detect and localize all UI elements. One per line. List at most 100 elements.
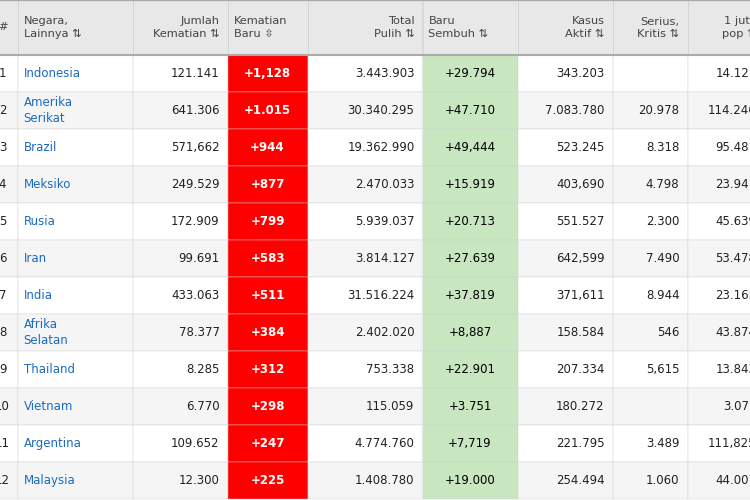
Bar — [308, 240, 422, 277]
Bar — [518, 351, 613, 388]
Text: +799: +799 — [251, 215, 285, 228]
Bar — [613, 425, 688, 462]
Bar — [518, 166, 613, 203]
Bar — [308, 425, 422, 462]
Bar — [422, 240, 518, 277]
Text: 12.300: 12.300 — [178, 474, 220, 487]
Bar — [518, 0, 613, 55]
Bar — [17, 314, 133, 351]
Bar — [518, 55, 613, 92]
Text: 343.203: 343.203 — [556, 67, 604, 80]
Bar — [613, 166, 688, 203]
Text: 95.481: 95.481 — [716, 141, 750, 154]
Text: +7,719: +7,719 — [448, 437, 492, 450]
Text: 546: 546 — [657, 326, 680, 339]
Bar — [518, 240, 613, 277]
Text: 551.527: 551.527 — [556, 215, 604, 228]
Text: 249.529: 249.529 — [171, 178, 220, 191]
Text: +3.751: +3.751 — [448, 400, 492, 413]
Bar — [422, 388, 518, 425]
Bar — [422, 129, 518, 166]
Bar — [308, 277, 422, 314]
Bar — [133, 462, 227, 499]
Bar — [308, 55, 422, 92]
Bar — [613, 462, 688, 499]
Bar — [308, 0, 422, 55]
Text: +22.901: +22.901 — [445, 363, 496, 376]
Bar — [227, 388, 308, 425]
Bar — [133, 55, 227, 92]
Text: India: India — [23, 289, 52, 302]
Bar — [422, 203, 518, 240]
Text: 7: 7 — [0, 289, 6, 302]
Bar — [0, 0, 17, 55]
Bar — [133, 425, 227, 462]
Text: 8.318: 8.318 — [646, 141, 680, 154]
Bar — [0, 351, 17, 388]
Text: 45.639: 45.639 — [716, 215, 750, 228]
Text: 2.300: 2.300 — [646, 215, 680, 228]
Text: +37.819: +37.819 — [445, 289, 496, 302]
Text: 403,690: 403,690 — [556, 178, 604, 191]
Bar — [133, 166, 227, 203]
Text: +19.000: +19.000 — [445, 474, 496, 487]
Text: 642,599: 642,599 — [556, 252, 604, 265]
Text: 5.939.037: 5.939.037 — [355, 215, 415, 228]
Bar — [133, 129, 227, 166]
Text: 3.072: 3.072 — [723, 400, 750, 413]
Text: 78.377: 78.377 — [178, 326, 220, 339]
Bar — [0, 203, 17, 240]
Text: 1 juta
pop ⇅: 1 juta pop ⇅ — [722, 16, 750, 38]
Bar — [688, 55, 750, 92]
Text: 11: 11 — [0, 437, 10, 450]
Text: 7.490: 7.490 — [646, 252, 680, 265]
Text: +298: +298 — [251, 400, 285, 413]
Text: 2.470.033: 2.470.033 — [355, 178, 415, 191]
Bar — [133, 277, 227, 314]
Text: 9: 9 — [0, 363, 6, 376]
Bar — [0, 240, 17, 277]
Text: 1: 1 — [0, 67, 6, 80]
Bar — [227, 129, 308, 166]
Text: +29.794: +29.794 — [445, 67, 496, 80]
Bar — [422, 425, 518, 462]
Text: 53.478: 53.478 — [716, 252, 750, 265]
Text: 2: 2 — [0, 104, 6, 117]
Bar — [227, 462, 308, 499]
Text: +944: +944 — [251, 141, 285, 154]
Text: 641.306: 641.306 — [171, 104, 220, 117]
Text: 109.652: 109.652 — [171, 437, 220, 450]
Bar — [17, 425, 133, 462]
Bar — [0, 92, 17, 129]
Bar — [17, 203, 133, 240]
Bar — [422, 462, 518, 499]
Bar — [0, 388, 17, 425]
Text: 221.795: 221.795 — [556, 437, 604, 450]
Text: +47.710: +47.710 — [445, 104, 496, 117]
Text: 3: 3 — [0, 141, 6, 154]
Bar — [518, 462, 613, 499]
Bar — [133, 314, 227, 351]
Text: 43.874: 43.874 — [716, 326, 750, 339]
Text: +1.015: +1.015 — [244, 104, 291, 117]
Bar — [422, 166, 518, 203]
Text: 13.843: 13.843 — [716, 363, 750, 376]
Text: 8.944: 8.944 — [646, 289, 680, 302]
Bar — [17, 388, 133, 425]
Bar — [17, 166, 133, 203]
Bar — [227, 55, 308, 92]
Text: Brazil: Brazil — [23, 141, 57, 154]
Bar — [422, 55, 518, 92]
Text: 114.246: 114.246 — [708, 104, 750, 117]
Bar — [0, 129, 17, 166]
Bar — [688, 0, 750, 55]
Bar — [422, 92, 518, 129]
Bar — [308, 129, 422, 166]
Text: Kasus
Aktif ⇅: Kasus Aktif ⇅ — [566, 16, 604, 38]
Bar — [227, 166, 308, 203]
Bar — [227, 351, 308, 388]
Bar — [17, 0, 133, 55]
Bar — [308, 92, 422, 129]
Text: #: # — [0, 22, 8, 32]
Text: Thailand: Thailand — [23, 363, 74, 376]
